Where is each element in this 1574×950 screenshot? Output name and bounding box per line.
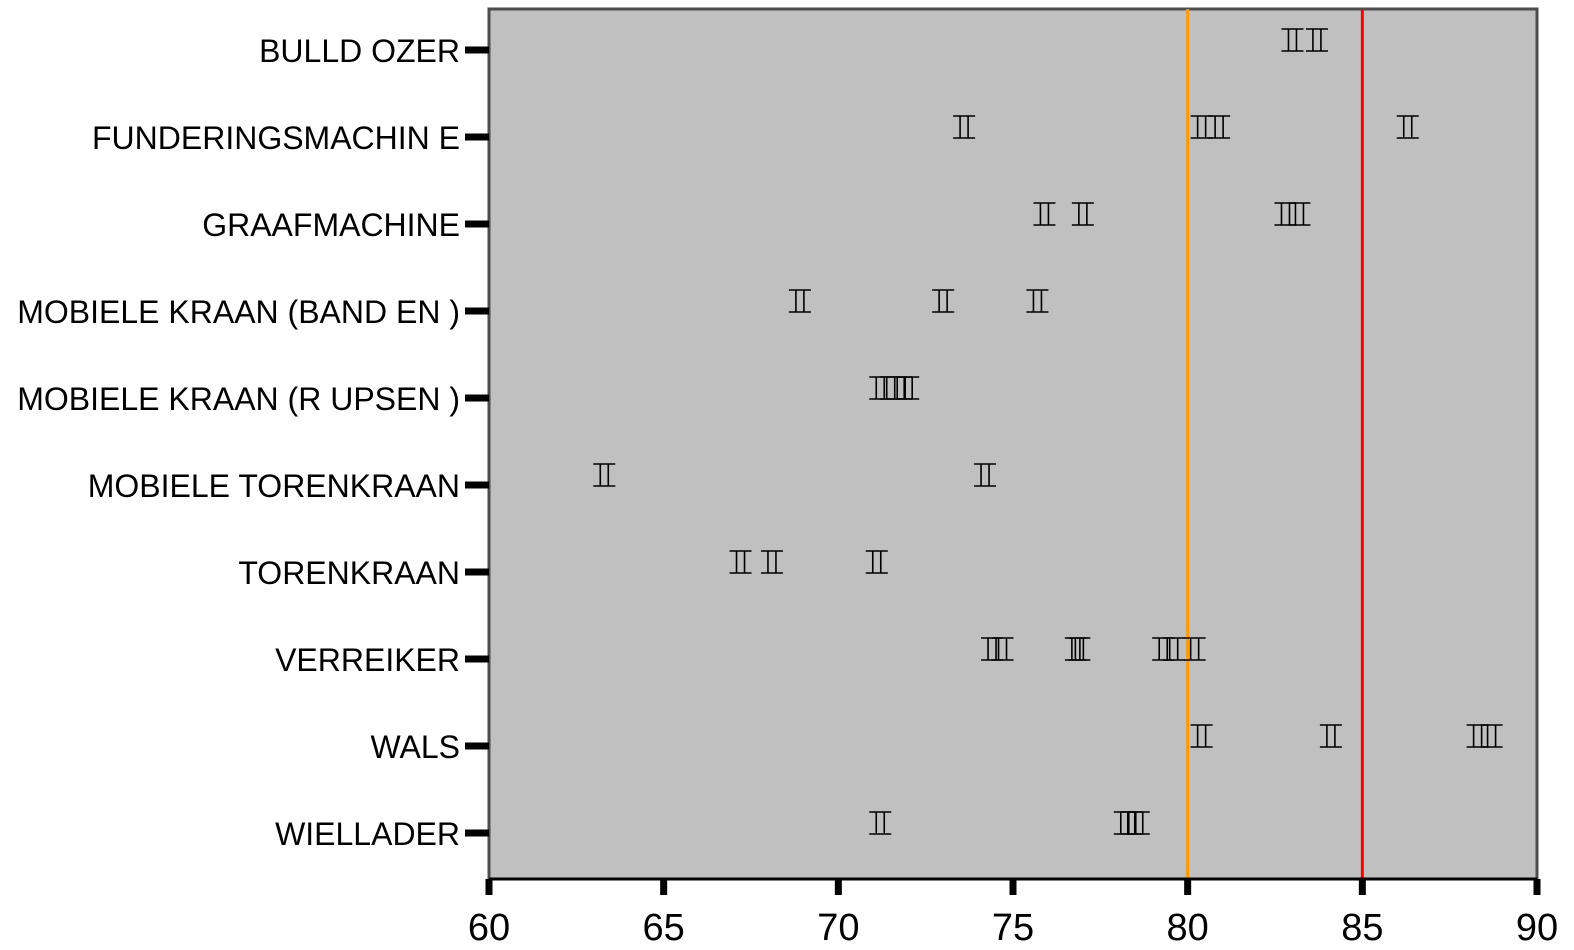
bracket-marker	[1127, 811, 1150, 835]
data-point	[1208, 115, 1231, 139]
x-tick-label: 85	[1341, 907, 1383, 949]
category-label: WALS	[371, 729, 461, 765]
category-label: MOBIELE KRAAN (BAND EN )	[17, 294, 460, 330]
bracket-marker	[932, 289, 955, 313]
data-point	[1274, 202, 1297, 226]
bracket-marker	[1466, 724, 1489, 748]
bracket-marker	[593, 463, 616, 487]
bracket-marker	[897, 376, 920, 400]
data-point	[1190, 115, 1213, 139]
bracket-marker	[991, 637, 1014, 661]
category-label: VERREIKER	[275, 642, 460, 678]
bracket-marker	[974, 463, 997, 487]
data-point	[953, 115, 976, 139]
x-tick-label: 60	[468, 907, 510, 949]
reference-lines	[1186, 9, 1364, 879]
bracket-marker	[1319, 724, 1342, 748]
category-label: GRAAFMACHINE	[202, 207, 460, 243]
bracket-marker	[1026, 289, 1049, 313]
data-point	[1162, 637, 1185, 661]
data-point	[1071, 202, 1094, 226]
data-point	[1305, 28, 1328, 52]
bracket-marker	[1288, 202, 1311, 226]
bracket-marker	[1071, 202, 1094, 226]
bracket-marker	[1190, 724, 1213, 748]
data-point	[1281, 28, 1304, 52]
category-label: WIELLADER	[275, 816, 460, 852]
data-point	[1396, 115, 1419, 139]
bracket-marker	[1274, 202, 1297, 226]
bracket-marker	[760, 550, 783, 574]
data-point	[1190, 724, 1213, 748]
data-point	[1480, 724, 1503, 748]
bracket-marker	[1068, 637, 1091, 661]
x-axis: 60 65 70 75 80 85 90	[468, 877, 1558, 949]
data-point	[729, 550, 752, 574]
data-point	[1319, 724, 1342, 748]
category-label: FUNDERINGSMACHIN E	[92, 120, 460, 156]
x-tick-label: 65	[643, 907, 685, 949]
plot-area	[487, 7, 1539, 881]
data-point	[1466, 724, 1489, 748]
data-point	[593, 463, 616, 487]
data-point	[897, 376, 920, 400]
bracket-marker	[953, 115, 976, 139]
x-tick-label: 75	[992, 907, 1034, 949]
bracket-marker	[1183, 637, 1206, 661]
bracket-marker	[1033, 202, 1056, 226]
data-point	[865, 550, 888, 574]
data-points	[593, 28, 1503, 835]
category-label: MOBIELE KRAAN (R UPSEN )	[17, 381, 460, 417]
bracket-marker	[729, 550, 752, 574]
data-point	[932, 289, 955, 313]
bracket-marker	[1190, 115, 1213, 139]
data-point	[869, 811, 892, 835]
bracket-marker	[869, 811, 892, 835]
bracket-marker	[865, 550, 888, 574]
data-point	[760, 550, 783, 574]
data-point	[1288, 202, 1311, 226]
data-point	[788, 289, 811, 313]
data-point	[1033, 202, 1056, 226]
category-label: MOBIELE TORENKRAAN	[88, 468, 460, 504]
y-axis: BULLD OZER FUNDERINGSMACHIN E GRAAFMACHINE…	[17, 33, 489, 852]
bracket-marker	[1305, 28, 1328, 52]
data-point	[1183, 637, 1206, 661]
category-label: TORENKRAAN	[238, 555, 460, 591]
bracket-marker	[1162, 637, 1185, 661]
x-tick-label: 90	[1516, 907, 1558, 949]
bracket-marker	[1208, 115, 1231, 139]
data-point	[1026, 289, 1049, 313]
data-point	[991, 637, 1014, 661]
x-tick-label: 80	[1167, 907, 1209, 949]
bracket-marker	[788, 289, 811, 313]
data-point	[974, 463, 997, 487]
data-point	[1127, 811, 1150, 835]
bracket-marker	[1480, 724, 1503, 748]
data-point	[1068, 637, 1091, 661]
x-tick-label: 70	[817, 907, 859, 949]
category-label: BULLD OZER	[259, 33, 460, 69]
bracket-marker	[1281, 28, 1304, 52]
bracket-marker	[1396, 115, 1419, 139]
